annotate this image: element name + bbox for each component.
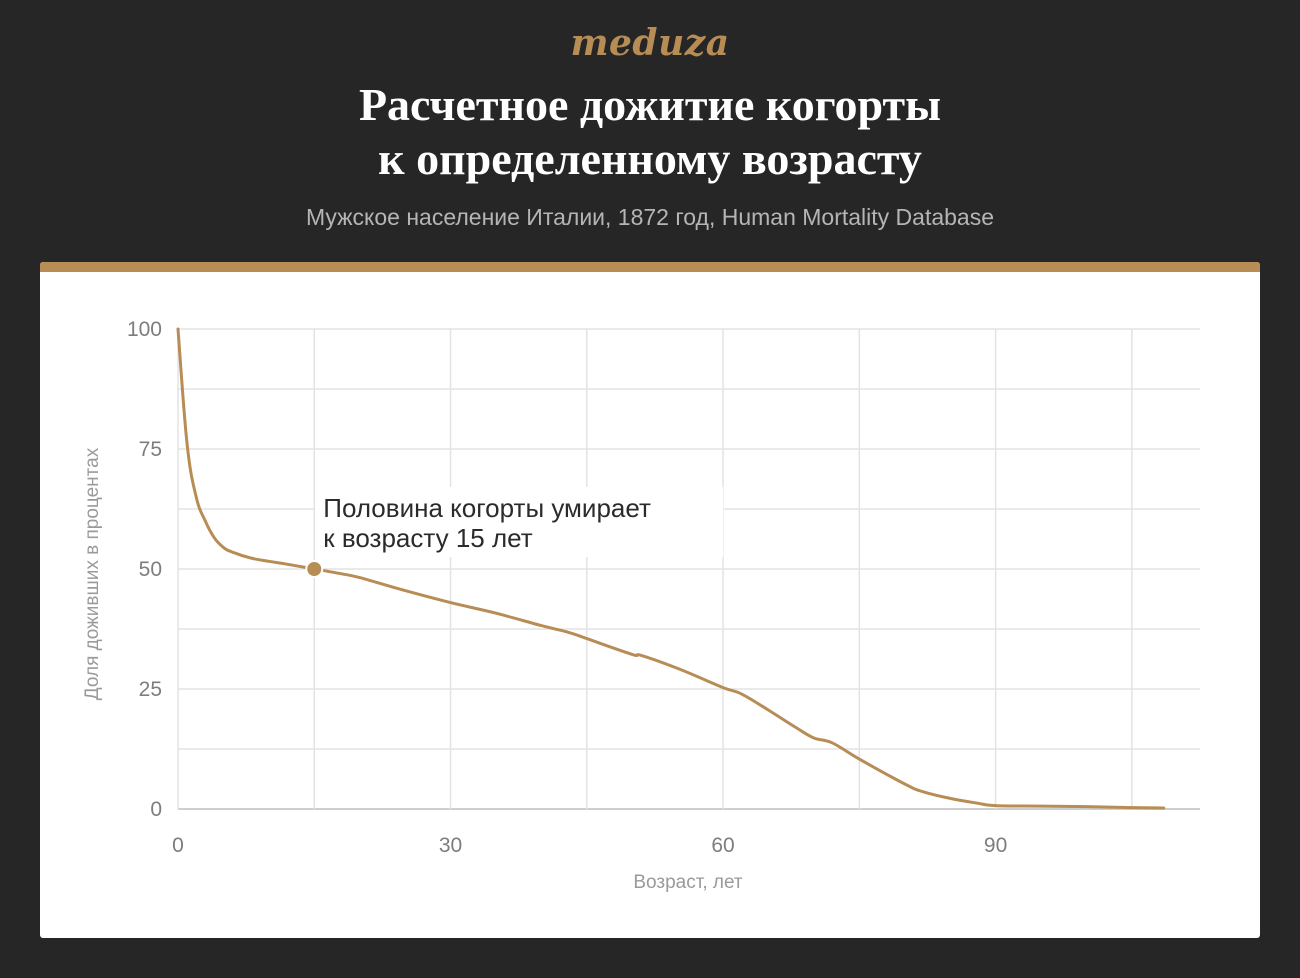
annotation-background	[315, 487, 724, 557]
y-tick-label: 0	[150, 798, 162, 821]
title-line-2: к определенному возрасту	[378, 133, 922, 184]
x-tick-label: 0	[172, 834, 184, 857]
annotation-line-1: Половина когорты умирает	[323, 493, 651, 523]
x-axis-label: Возраст, лет	[633, 872, 743, 893]
x-tick-label: 30	[439, 834, 462, 857]
y-tick-label: 50	[139, 558, 162, 581]
card-accent-bar	[40, 262, 1260, 272]
survival-line	[176, 327, 1166, 810]
chart-title: Расчетное дожитие когорты к определенном…	[0, 78, 1300, 186]
chart-card: 0 25 50 75 100 0 30 60 90 Половина когорты умира…	[40, 262, 1260, 938]
x-tick-label: 90	[984, 834, 1007, 857]
y-tick-label: 100	[127, 318, 162, 341]
annotation-line-2: к возрасту 15 лет	[323, 523, 532, 553]
survival-chart: 0 25 50 75 100 0 30 60 90 Половина когорты умира…	[82, 318, 1200, 893]
y-tick-label: 25	[139, 678, 162, 701]
y-axis-label: Доля доживших в процентах	[82, 447, 103, 700]
grid-layer	[177, 328, 1200, 810]
tick-layer: 0 25 50 75 100 0 30 60 90	[127, 318, 1007, 857]
chart-subtitle: Мужское население Италии, 1872 год, Huma…	[305, 204, 995, 230]
y-tick-label: 75	[139, 438, 162, 461]
meduza-logo: meduza	[570, 22, 730, 64]
title-line-1: Расчетное дожитие когорты	[358, 79, 942, 130]
x-tick-label: 60	[711, 834, 734, 857]
highlight-point	[305, 560, 324, 578]
